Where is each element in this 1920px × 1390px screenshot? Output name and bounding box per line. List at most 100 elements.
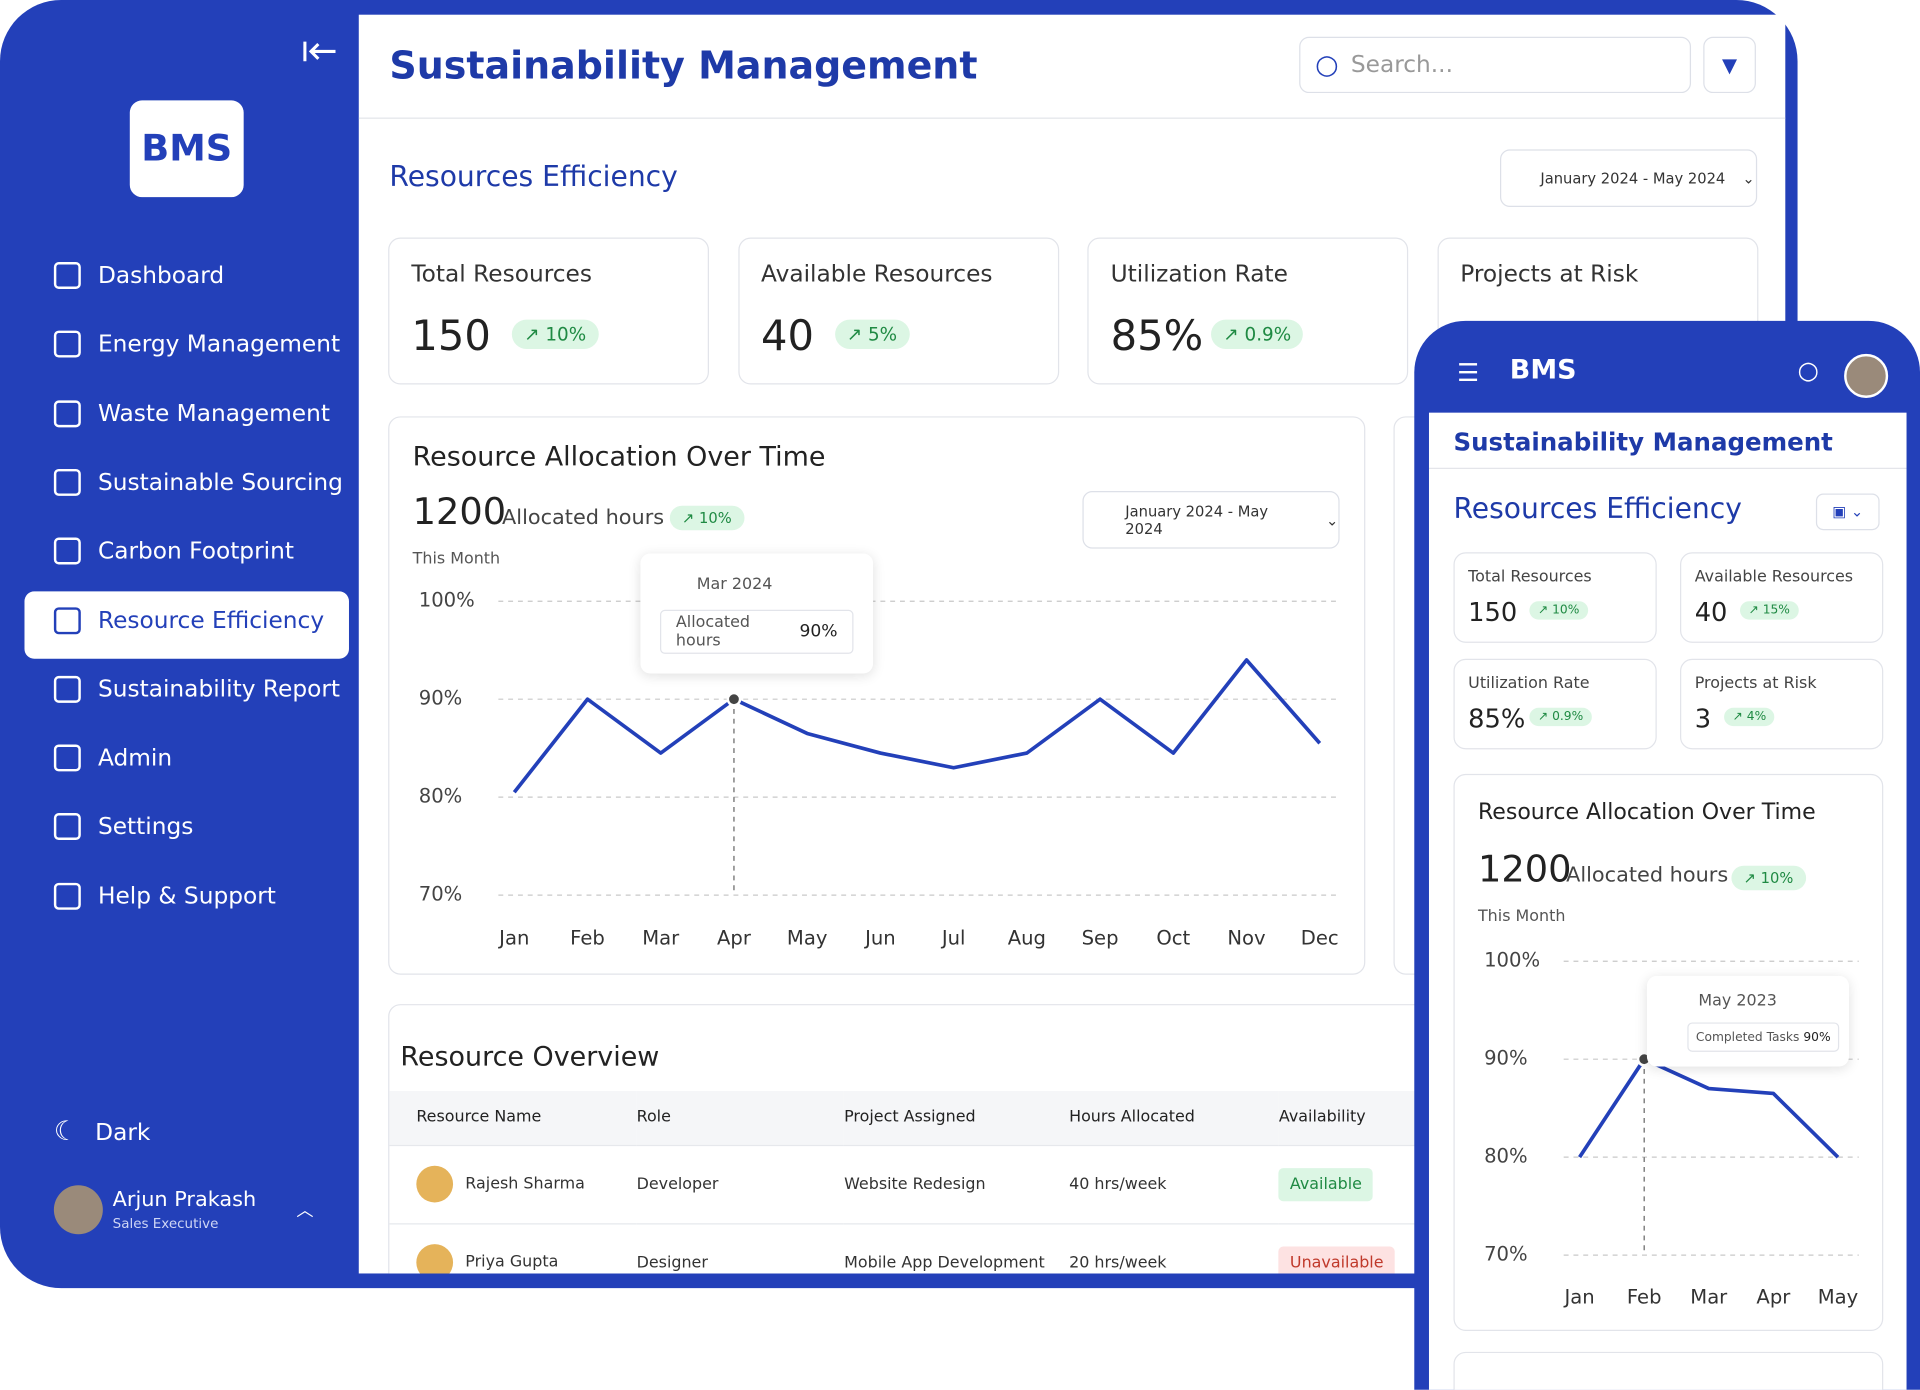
menu-item[interactable]: Carbon Footprint <box>53 537 294 565</box>
availability-badge: Unavailable <box>1278 1246 1395 1274</box>
collapse-icon[interactable] <box>301 39 340 63</box>
hover-point <box>726 691 742 707</box>
x-tick-label: Jan <box>1562 1285 1594 1308</box>
mobile-date-picker[interactable]: ▣ ⌄ <box>1815 493 1880 531</box>
table-header: Availability <box>1278 1108 1366 1127</box>
mobile-title: Sustainability Management <box>1453 427 1833 457</box>
date-range: January 2024 - May 2024 <box>1540 169 1726 187</box>
mobile-tooltip-label: Completed Tasks <box>1695 1030 1800 1044</box>
menu-icon <box>53 606 81 634</box>
tooltip-value: 90% <box>799 622 838 642</box>
table-header: Role <box>636 1108 671 1127</box>
table-cell: Developer <box>637 1145 845 1223</box>
x-tick-label: Feb <box>570 927 605 950</box>
line <box>1578 1057 1840 1159</box>
table-cell: Available <box>1278 1145 1492 1223</box>
x-tick-label: Apr <box>717 927 752 950</box>
x-tick-label: Apr <box>1756 1285 1791 1308</box>
x-tick-label: Mar <box>1690 1285 1728 1308</box>
table-header: Project Assigned <box>844 1108 976 1127</box>
menu-icon <box>53 262 81 289</box>
x-tick-label: May <box>787 927 827 950</box>
y-tick-label: 70% <box>419 883 463 906</box>
mobile-menu-icon[interactable]: ☰ <box>1457 357 1480 387</box>
x-tick-label: May <box>1818 1285 1858 1308</box>
mobile-section: Resources Efficiency <box>1453 493 1742 526</box>
tooltip-title: Mar 2024 <box>696 575 773 594</box>
chart-headline: 1200 <box>412 491 507 534</box>
table: Resource Name Role Project Assigned Hours A… <box>389 1091 1492 1274</box>
table-cell: Priya Gupta <box>389 1223 636 1274</box>
kpi-value: 150 <box>411 312 491 362</box>
x-tick-label: Feb <box>1627 1285 1662 1308</box>
menu-label: Settings <box>97 813 194 841</box>
menu-icon <box>53 882 81 910</box>
line-chart: 70% 80% 90% 100% Jan Feb Mar Apr May Jun Jul Aug Sep… <box>419 589 1340 950</box>
mobile-kpi-value: 85% <box>1468 704 1526 734</box>
menu-item[interactable]: Sustainable Sourcing <box>53 468 343 496</box>
x-tick-label: Sep <box>1082 927 1119 950</box>
mobile-kpi-label: Available Resources <box>1694 568 1854 587</box>
y-tick-label: 90% <box>1484 1047 1528 1070</box>
menu-label: Sustainable Sourcing <box>97 468 343 496</box>
menu-label: Admin <box>97 744 173 772</box>
mobile-kpi-label: Projects at Risk <box>1694 674 1817 694</box>
chart-date-range: January 2024 - May 2024 <box>1125 502 1269 537</box>
mobile-search-icon[interactable]: ○ <box>1797 355 1819 385</box>
x-tick-label: Oct <box>1156 927 1190 950</box>
chart-headline-unit: Allocated hours <box>502 505 665 531</box>
chart-date-picker[interactable]: January 2024 - May 2024 ⌄ <box>1082 491 1340 549</box>
search-placeholder: Search... <box>1350 51 1453 79</box>
table-cell: Designer <box>637 1223 845 1273</box>
kpi-card: Total Resources 150 ↗ 10% <box>388 237 709 385</box>
user-menu-caret[interactable]: ︿ <box>296 1201 314 1221</box>
kpi-card: Available Resources 40 ↗ 5% <box>737 237 1059 385</box>
availability-badge: Available <box>1278 1167 1373 1201</box>
kpi-trend-value: 0.9% <box>1244 323 1292 346</box>
menu-item[interactable]: Help & Support <box>53 882 276 910</box>
y-tick-label: 70% <box>1484 1243 1528 1266</box>
cell-text: 20 hrs/week <box>1069 1253 1167 1272</box>
menu-item[interactable]: Sustainability Report <box>53 675 340 703</box>
menu-icon <box>53 468 81 496</box>
search-box[interactable]: ○ Search... <box>1299 36 1692 94</box>
mobile-screen: Sustainability Management Resources Effi… <box>1428 412 1907 1390</box>
cell-text: Rajesh Sharma <box>465 1174 585 1194</box>
menu-item[interactable]: Energy Management <box>53 330 340 358</box>
menu-item[interactable]: Settings <box>53 813 194 841</box>
y-tick-label: 100% <box>419 589 475 612</box>
x-tick-label: Jun <box>863 927 896 950</box>
menu-item[interactable]: Resource Efficiency <box>53 606 325 634</box>
mobile-chart-title: Resource Allocation Over Time <box>1477 799 1816 826</box>
theme-toggle[interactable]: ☾ Dark <box>53 1116 151 1148</box>
cell-text: Website Redesign <box>844 1174 986 1194</box>
table-row: Priya Gupta Designer Mobile App Developmen… <box>389 1223 1492 1274</box>
mobile-kpi-label: Total Resources <box>1468 568 1592 587</box>
table-cell: 20 hrs/week <box>1069 1223 1279 1273</box>
y-tick-label: 90% <box>419 687 463 710</box>
cell-text: Priya Gupta <box>465 1253 559 1272</box>
mobile-kpi-value: 150 <box>1468 597 1518 627</box>
mobile-tooltip: May 2023 Completed Tasks 90% <box>1646 975 1849 1067</box>
chart-trend: ↗ 10% <box>669 505 744 531</box>
menu-item[interactable]: Admin <box>53 744 173 772</box>
date-picker[interactable]: January 2024 - May 2024 ⌄ <box>1500 149 1758 207</box>
menu-item[interactable]: Waste Management <box>53 399 330 427</box>
mobile-kpi-card: Projects at Risk 3 ↗ 4% <box>1680 658 1884 750</box>
logo: BMS <box>129 100 244 198</box>
mobile-avatar <box>1844 353 1889 398</box>
x-tick-label: Aug <box>1008 927 1046 950</box>
section-title: Resources Efficiency <box>389 161 678 194</box>
menu-label: Waste Management <box>97 399 330 427</box>
theme-label: Dark <box>95 1118 151 1146</box>
y-tick-label: 80% <box>1484 1145 1528 1168</box>
menu-item[interactable]: Dashboard <box>53 262 224 289</box>
kpi-value: 85% <box>1110 312 1204 362</box>
filter-button[interactable]: ▼ <box>1703 36 1756 94</box>
menu-label: Resource Efficiency <box>97 606 325 634</box>
mobile-kpi-trend-value: 15% <box>1762 603 1790 618</box>
mobile-logo: BMS <box>1509 355 1577 386</box>
mobile-kpi-card: Available Resources 40 ↗ 15% <box>1680 552 1884 643</box>
mobile-chart-headline: 1200 <box>1477 848 1572 892</box>
